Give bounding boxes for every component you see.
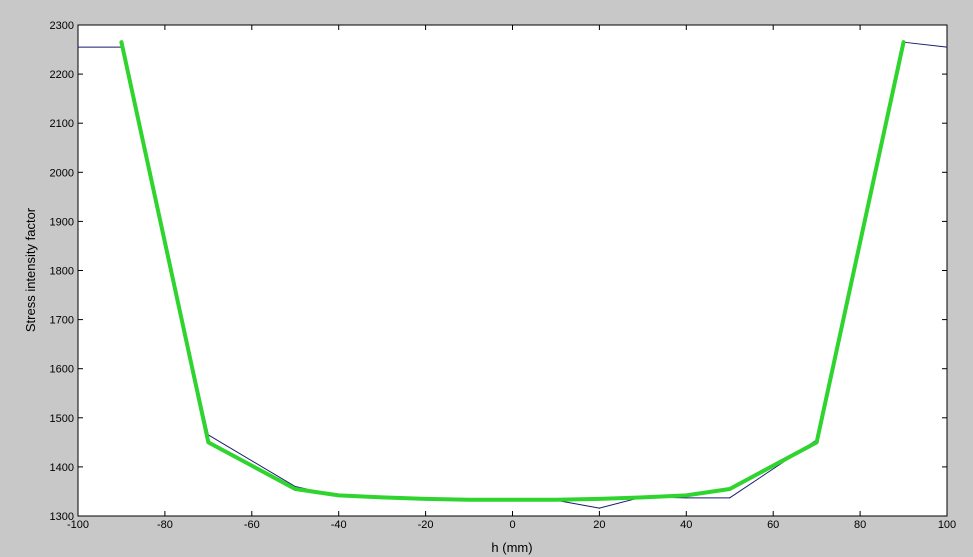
series-2-point — [293, 487, 298, 491]
y-tick-label: 2100 — [50, 118, 74, 130]
series-2-point — [814, 440, 819, 445]
y-tick-label: 1700 — [50, 315, 74, 327]
y-tick-label: 2300 — [50, 20, 74, 32]
series-1-point — [729, 497, 731, 499]
y-tick-label: 2200 — [50, 69, 74, 81]
y-tick-label: 2000 — [50, 167, 74, 179]
x-tick-label: -100 — [67, 519, 89, 531]
series-2-point — [423, 497, 428, 501]
series-2-point — [467, 497, 471, 502]
x-tick-label: -20 — [418, 519, 434, 531]
x-axis-ticks: -100 -80 -60 -40 -20 0 20 40 60 80 100 — [67, 25, 956, 531]
y-tick-label: 1600 — [50, 364, 74, 376]
y-tick-label: 1800 — [50, 266, 74, 278]
series-2-point — [901, 40, 906, 44]
series-layer — [77, 40, 948, 509]
x-tick-label: 80 — [854, 519, 866, 531]
series-1-point — [685, 497, 687, 499]
y-axis-ticks: 1300 1400 1500 1600 1700 1800 1900 2000 2100 2200… — [50, 20, 947, 523]
series-2-point — [641, 495, 645, 500]
series-1-point — [946, 46, 948, 48]
y-tick-label: 1900 — [50, 216, 74, 228]
x-tick-label: -60 — [244, 519, 260, 531]
y-tick-label: 1500 — [50, 413, 74, 425]
y-tick-label: 1400 — [50, 462, 74, 474]
x-tick-label: 60 — [767, 519, 779, 531]
x-tick-label: -40 — [331, 519, 347, 531]
series-1-point — [77, 46, 79, 48]
x-tick-label: 0 — [509, 519, 515, 531]
y-axis-title: Stress intensity factor — [23, 207, 38, 332]
series-2-point — [727, 487, 732, 491]
series-2-point — [554, 497, 558, 502]
y-tick-label: 1300 — [50, 511, 74, 523]
x-axis-title: h (mm) — [491, 540, 532, 555]
x-tick-label: 20 — [593, 519, 605, 531]
x-tick-label: -80 — [157, 519, 173, 531]
series-2-point — [206, 440, 211, 445]
series-2-point — [380, 495, 384, 500]
x-tick-label: 40 — [680, 519, 692, 531]
series-1-point — [598, 507, 601, 509]
x-tick-label: 100 — [938, 519, 956, 531]
series-2-point — [510, 497, 515, 502]
series-2-point — [119, 40, 124, 44]
series-2-point — [597, 497, 602, 501]
series-2-point — [684, 493, 689, 498]
plot-area — [77, 24, 948, 517]
series-2-point — [336, 493, 341, 498]
